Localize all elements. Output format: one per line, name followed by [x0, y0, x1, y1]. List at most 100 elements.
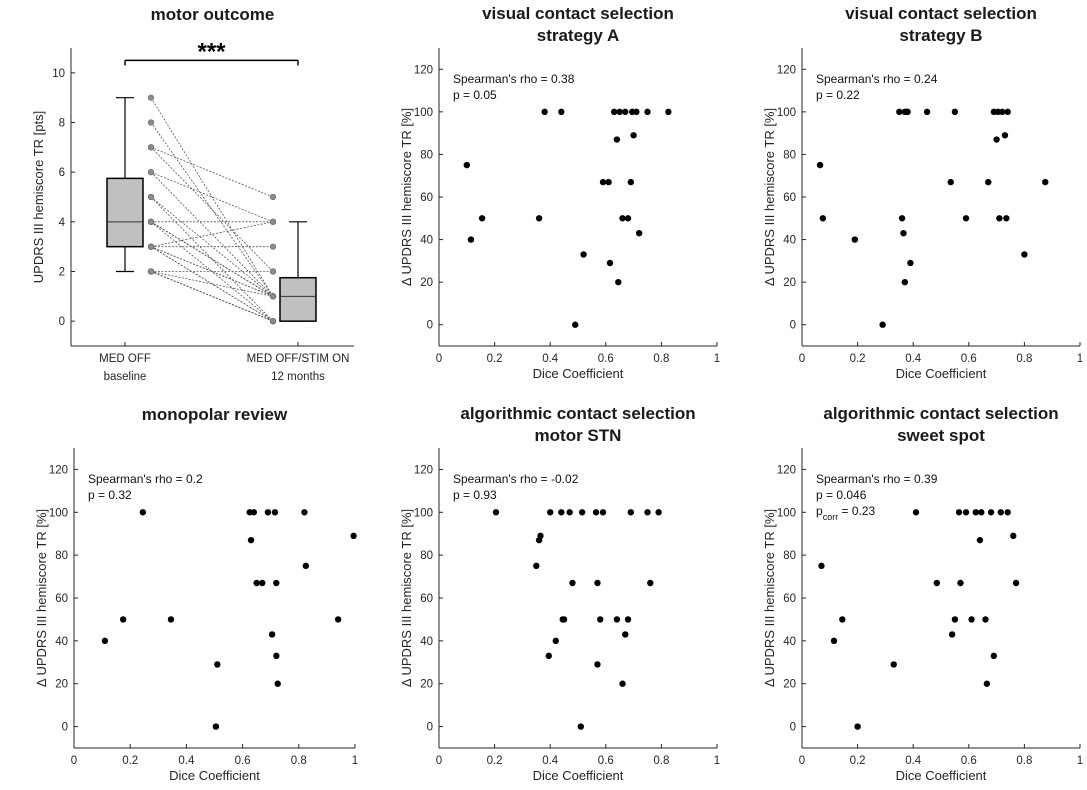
data-point	[594, 661, 601, 668]
data-point	[1001, 132, 1009, 139]
y-tick-label: 2	[59, 267, 65, 279]
x-tick-label: 0.6	[598, 353, 614, 365]
y-tick-label: 120	[414, 464, 433, 476]
chart-title: sweet spot	[897, 426, 985, 445]
x-tick-sublabel: 12 months	[271, 371, 325, 383]
x-tick-label: 0.8	[653, 353, 669, 365]
paired-marker-followup	[269, 318, 277, 325]
x-axis-label: Dice Coefficient	[533, 366, 624, 381]
data-point	[647, 579, 654, 587]
data-point	[830, 637, 838, 645]
data-point	[616, 108, 623, 116]
data-point	[624, 616, 632, 623]
data-point	[605, 178, 612, 186]
paired-line	[150, 122, 274, 297]
data-point	[467, 236, 475, 243]
paired-marker-baseline	[147, 243, 155, 250]
data-point	[819, 215, 827, 222]
data-point	[597, 616, 604, 623]
data-point	[566, 509, 573, 516]
y-tick-label: 20	[420, 277, 433, 289]
paired-marker-baseline	[147, 268, 155, 275]
data-point	[627, 509, 635, 516]
data-point	[478, 215, 486, 222]
data-point	[665, 108, 672, 116]
paired-marker-followup	[269, 293, 277, 300]
stats-annotation: p = 0.32	[88, 488, 132, 502]
paired-line	[150, 246, 274, 297]
data-point	[904, 108, 911, 116]
data-point	[896, 108, 903, 116]
chart-title: algorithmic contact selection	[460, 404, 695, 423]
data-point	[619, 680, 626, 687]
stats-annotation: Spearman's rho = -0.02	[453, 472, 579, 486]
y-tick-label: 20	[783, 679, 796, 691]
paired-marker-baseline	[147, 144, 155, 151]
y-tick-label: 120	[777, 464, 796, 476]
data-point	[212, 723, 220, 730]
data-point	[247, 536, 255, 544]
data-point	[552, 637, 559, 645]
data-point	[610, 108, 618, 116]
stats-annotation: Spearman's rho = 0.2	[88, 472, 203, 486]
y-tick-label: 80	[783, 149, 796, 161]
y-tick-label: 20	[55, 679, 68, 691]
data-point	[599, 178, 607, 186]
data-point	[851, 236, 859, 243]
data-point	[898, 215, 906, 222]
data-point	[985, 178, 992, 186]
data-point	[271, 509, 279, 516]
stats-annotation: p = 0.93	[453, 488, 497, 502]
x-tick-label: MED OFF/STIM ON	[247, 353, 350, 365]
data-point	[580, 251, 587, 258]
data-point	[951, 108, 959, 116]
data-point	[535, 215, 543, 222]
chart-motor: motor outcome 0 2 4 6 8 10 UPDRS III hemiscore …	[31, 5, 354, 383]
paired-marker-followup	[269, 193, 277, 201]
data-point	[334, 616, 342, 623]
y-tick-label: 100	[777, 507, 796, 519]
data-point	[816, 161, 824, 169]
y-tick-label: 40	[420, 636, 433, 648]
x-tick-label: 1	[1077, 755, 1083, 767]
chart-title: algorithmic contact selection	[823, 404, 1058, 423]
data-point	[955, 509, 963, 516]
y-tick-label: 60	[783, 192, 796, 204]
data-point	[627, 178, 635, 186]
y-tick-label: 120	[777, 64, 796, 76]
paired-line	[150, 146, 274, 198]
y-tick-label: 100	[777, 107, 796, 119]
paired-line	[150, 271, 274, 322]
y-tick-label: 0	[427, 320, 433, 332]
data-point	[976, 536, 984, 544]
data-point	[101, 637, 109, 645]
y-tick-label: 60	[783, 593, 796, 605]
paired-line	[150, 97, 274, 297]
y-tick-label: 0	[62, 722, 68, 734]
x-tick-label: 0.6	[235, 755, 251, 767]
paired-line	[150, 221, 274, 297]
x-tick-label: 0.2	[487, 755, 503, 767]
paired-line	[150, 147, 274, 272]
data-point	[854, 723, 861, 730]
x-tick-label: 0.2	[122, 755, 138, 767]
y-axis-label: UPDRS III hemiscore TR [pts]	[31, 111, 46, 283]
y-tick-label: 0	[790, 320, 796, 332]
data-point	[1021, 251, 1028, 258]
data-point	[957, 579, 964, 587]
x-tick-label: 0.6	[961, 353, 977, 365]
x-tick-label: 0	[436, 353, 442, 365]
y-tick-label: 100	[49, 507, 68, 519]
x-tick-label: 1	[352, 755, 358, 767]
y-tick-label: 0	[427, 722, 433, 734]
chart-title: visual contact selection	[845, 4, 1037, 23]
paired-marker-baseline	[147, 94, 155, 101]
y-tick-label: 20	[420, 679, 433, 691]
x-tick-label: 1	[714, 755, 720, 767]
stats-annotation: pcorr = 0.23	[816, 504, 876, 522]
data-point	[987, 509, 995, 516]
chart-title: monopolar review	[142, 405, 288, 424]
data-point	[839, 616, 846, 623]
y-tick-label: 100	[414, 107, 433, 119]
